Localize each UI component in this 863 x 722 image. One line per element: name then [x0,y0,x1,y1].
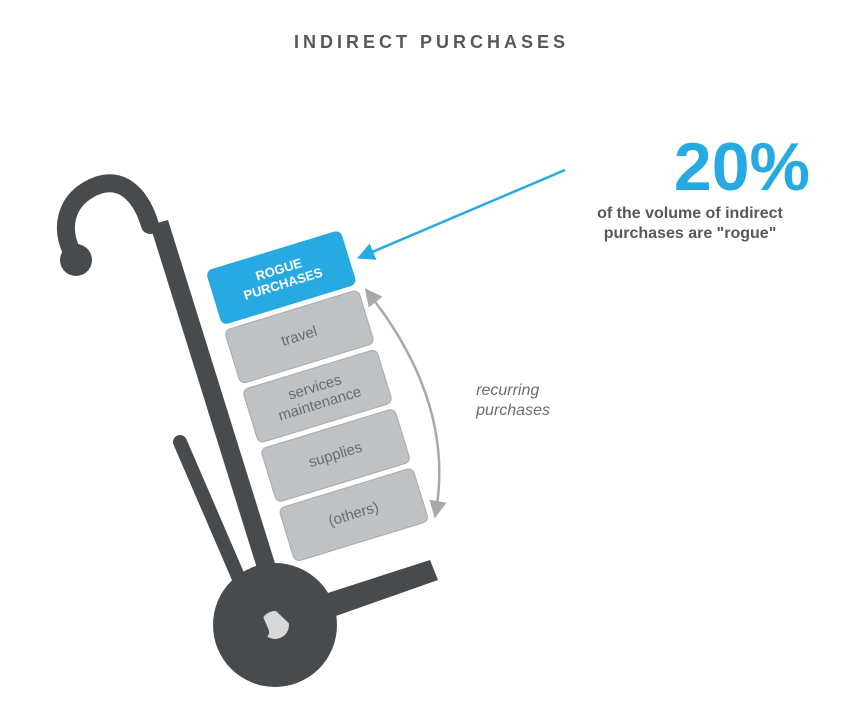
page-title: INDIRECT PURCHASES [0,32,863,53]
callout-subtext: purchases are "rogue" [604,225,777,242]
callout-arrow [360,170,565,257]
infographic-stage: INDIRECT PURCHASES ROGUEPURCHASEStravels… [0,0,863,722]
recurring-label: recurring [476,382,539,399]
recurring-label: purchases [475,402,550,419]
callout-subtext: of the volume of indirect [597,205,783,222]
callout-percent: 20% [674,129,810,205]
diagram-svg: ROGUEPURCHASEStravelservicesmaintenances… [0,0,863,722]
